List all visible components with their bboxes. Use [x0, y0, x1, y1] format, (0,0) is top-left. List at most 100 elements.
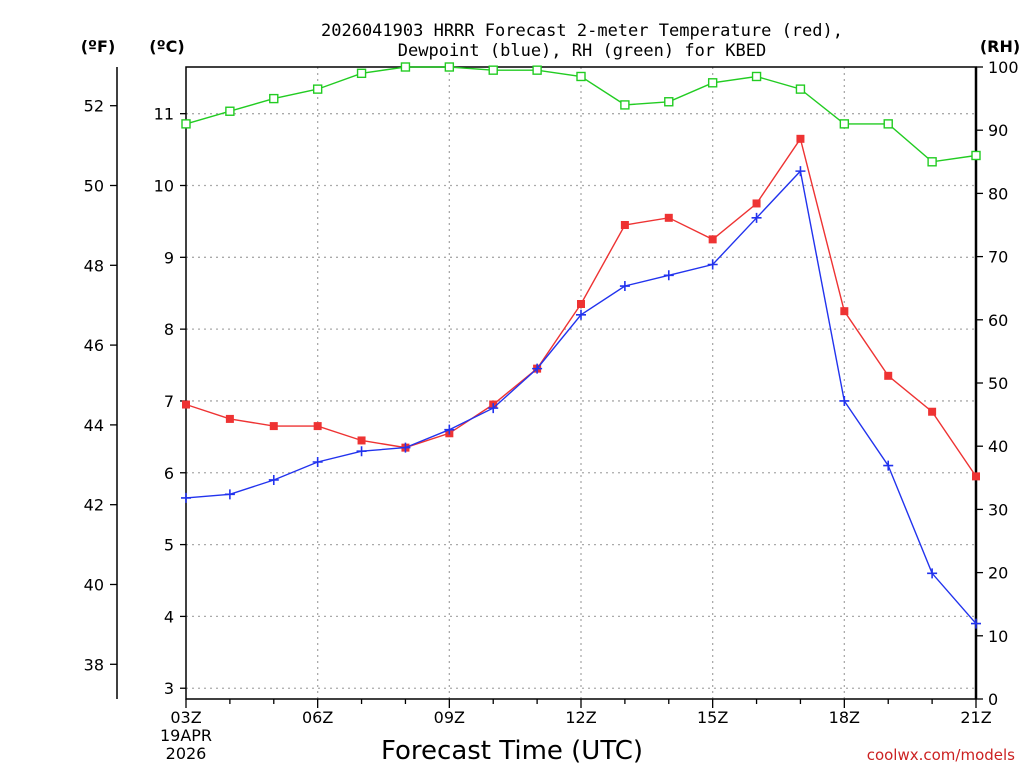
fahrenheit-tick-label: 50	[84, 177, 104, 196]
rh-point	[400, 62, 411, 72]
rh-tick-label: 90	[988, 121, 1008, 140]
dewpoint-point	[927, 568, 938, 579]
celsius-tick-label: 5	[164, 536, 174, 555]
fahrenheit-tick-label: 38	[84, 655, 104, 674]
series-layer	[181, 62, 981, 629]
x-tick-label: 18Z	[829, 708, 860, 727]
rh-tick-label: 20	[988, 564, 1008, 583]
x-axis-title: Forecast Time (UTC)	[381, 736, 643, 766]
watermark: coolwx.com/models	[867, 746, 1015, 764]
rh-line	[185, 66, 977, 163]
dewpoint-point	[444, 424, 455, 435]
temperature-point	[357, 436, 366, 445]
temperature-point	[182, 400, 190, 409]
temperature-point	[577, 300, 585, 308]
rh-point	[488, 65, 498, 75]
temperature-point	[840, 307, 849, 316]
rh-point	[707, 78, 718, 88]
fahrenheit-tick-label: 48	[84, 256, 104, 275]
dewpoint-point	[268, 474, 279, 485]
temperature-point	[664, 213, 673, 222]
dewpoint-point	[224, 489, 235, 500]
rh-tick-label: 60	[988, 311, 1008, 330]
rh-tick-label: 70	[988, 248, 1008, 267]
temperature-point	[928, 407, 937, 416]
celsius-tick-label: 6	[164, 464, 174, 483]
chart-title-line1: 2026041903 HRRR Forecast 2-meter Tempera…	[321, 21, 843, 41]
dewpoint-point	[619, 281, 630, 292]
dewpoint-point	[839, 395, 850, 406]
fahrenheit-tick-label: 44	[84, 416, 104, 435]
temperature-point	[269, 422, 278, 431]
rh-point	[532, 65, 542, 75]
rh-point	[620, 100, 630, 110]
rh-point	[225, 106, 235, 116]
x-tick-label: 21Z	[960, 708, 991, 727]
rh-point	[883, 119, 893, 129]
temperature-point	[225, 414, 234, 423]
chart-title-line2: Dewpoint (blue), RH (green) for KBED	[398, 41, 766, 61]
celsius-tick-label: 7	[164, 392, 174, 411]
rh-tick-label: 0	[988, 690, 998, 709]
dewpoint-point	[707, 259, 718, 270]
date-label-day: 19APR	[160, 726, 212, 745]
dewpoint-point	[576, 309, 586, 320]
celsius-tick-label: 4	[164, 607, 174, 626]
dewpoint-point	[795, 166, 806, 177]
rh-point	[839, 119, 850, 129]
rh-point	[795, 84, 806, 94]
rh-tick-label: 40	[988, 437, 1008, 456]
fahrenheit-tick-label: 42	[84, 496, 104, 515]
temperature-point	[884, 371, 893, 380]
temperature-point	[620, 221, 629, 229]
rh-point	[444, 62, 455, 72]
x-tick-label: 15Z	[697, 708, 728, 727]
dewpoint-point	[883, 460, 894, 471]
rh-point	[181, 119, 191, 129]
plot-frame	[185, 66, 977, 700]
rh-tick-label: 30	[988, 500, 1008, 519]
dewpoint-point	[181, 492, 191, 503]
rh-point	[664, 97, 674, 107]
dewpoint-point	[532, 363, 543, 374]
x-tick-label: 03Z	[170, 708, 201, 727]
rh-point	[971, 150, 981, 161]
celsius-unit-label: (ºC)	[149, 37, 184, 56]
celsius-tick-label: 8	[164, 320, 174, 339]
fahrenheit-tick-label: 52	[84, 97, 104, 116]
temperature-point	[752, 199, 761, 208]
temperature-point	[972, 472, 980, 481]
dewpoint-point	[971, 618, 981, 629]
celsius-tick-label: 11	[154, 105, 174, 124]
fahrenheit-tick-label: 46	[84, 336, 104, 355]
rh-tick-label: 80	[988, 184, 1008, 203]
fahrenheit-tick-label: 40	[84, 575, 104, 594]
fahrenheit-unit-label: (ºF)	[81, 37, 116, 56]
tick-labels: 03Z 06Z 09Z 12Z 15Z 18Z 21Z 3 4 5 6 7 8 9 10 11 38 40 42 44…	[84, 58, 1019, 727]
rh-point	[312, 84, 323, 94]
celsius-tick-label: 3	[164, 679, 174, 698]
axes	[110, 66, 983, 708]
temperature-point	[708, 235, 717, 244]
rh-tick-label: 10	[988, 627, 1008, 646]
rh-point	[269, 93, 279, 104]
dewpoint-point	[400, 442, 411, 453]
rh-tick-label: 100	[988, 58, 1019, 77]
dewpoint-point	[356, 446, 367, 457]
x-tick-label: 09Z	[434, 708, 465, 727]
dewpoint-point	[488, 403, 499, 414]
celsius-tick-label: 9	[164, 248, 174, 267]
dewpoint-point	[312, 457, 323, 467]
rh-point	[356, 68, 367, 79]
x-tick-label: 12Z	[565, 708, 596, 727]
date-label-year: 2026	[166, 744, 207, 763]
rh-point	[751, 71, 762, 82]
rh-point	[927, 157, 937, 167]
gridlines	[186, 67, 976, 699]
dewpoint-point	[663, 270, 674, 281]
temperature-point	[796, 134, 805, 143]
x-tick-label: 06Z	[302, 708, 333, 727]
rh-tick-label: 50	[988, 374, 1008, 393]
celsius-tick-label: 10	[154, 177, 174, 196]
